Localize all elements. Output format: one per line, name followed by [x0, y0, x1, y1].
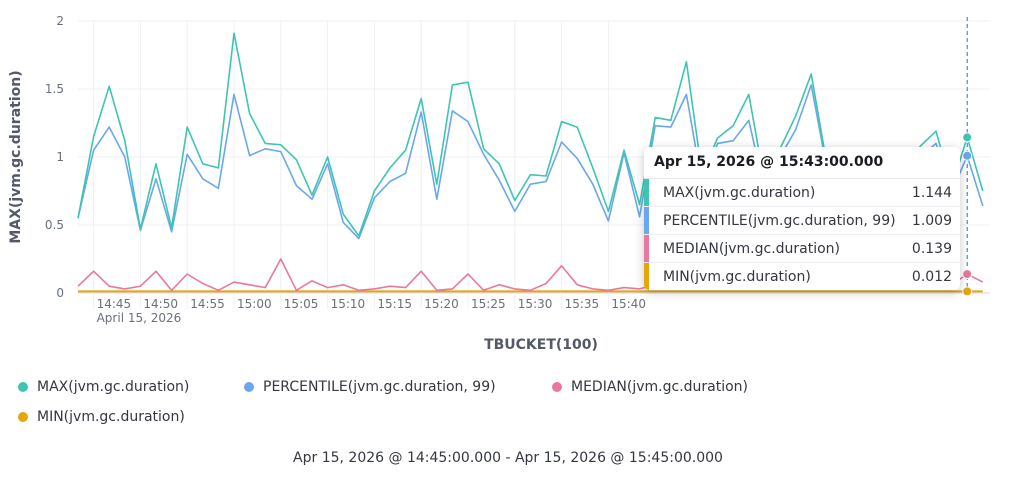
- crosshair: [962, 17, 973, 297]
- y-tick-label: 0.5: [45, 218, 64, 232]
- x-axis: 14:45 14:50 14:55 15:00 15:05 15:10 15:15 15:20…: [97, 297, 646, 325]
- tooltip-label: MEDIAN(jvm.gc.duration): [663, 240, 841, 257]
- legend-label: MEDIAN(jvm.gc.duration): [571, 379, 749, 395]
- x-tick-label: 15:05: [284, 297, 319, 311]
- y-tick-label: 2: [56, 14, 64, 28]
- x-axis-title: TBUCKET(100): [484, 337, 598, 353]
- highlight-point: [962, 132, 973, 143]
- x-tick-label: 15:10: [331, 297, 366, 311]
- legend-item-min[interactable]: MIN(jvm.gc.duration): [18, 409, 185, 425]
- y-axis: 0 0.5 1 1.5 2: [45, 14, 64, 300]
- x-tick-label: 15:30: [518, 297, 553, 311]
- tooltip-label: MIN(jvm.gc.duration): [663, 268, 811, 285]
- legend-swatch: [18, 382, 28, 392]
- highlight-point: [962, 150, 973, 161]
- highlight-point: [962, 269, 973, 280]
- tooltip-swatch: [644, 207, 649, 234]
- legend-swatch: [552, 382, 562, 392]
- x-tick-label: 15:15: [377, 297, 412, 311]
- x-tick-label: 14:50: [143, 297, 178, 311]
- x-tick-label: 14:45: [97, 297, 132, 311]
- x-tick-label: 15:00: [237, 297, 272, 311]
- tooltip-label: MAX(jvm.gc.duration): [663, 184, 816, 201]
- y-tick-label: 1.5: [45, 82, 64, 96]
- tooltip-swatch: [644, 179, 649, 206]
- legend-label: PERCENTILE(jvm.gc.duration, 99): [263, 379, 496, 395]
- x-tick-label: 15:20: [424, 297, 459, 311]
- legend-label: MAX(jvm.gc.duration): [37, 379, 190, 395]
- tooltip-swatch: [644, 235, 649, 262]
- x-tick-label: 15:40: [611, 297, 646, 311]
- tooltip-value: 0.012: [911, 268, 952, 285]
- tooltip-label: PERCENTILE(jvm.gc.duration, 99): [663, 212, 896, 229]
- tooltip-row: MAX(jvm.gc.duration) 1.144: [644, 179, 960, 207]
- tooltip-value: 0.139: [911, 240, 952, 257]
- legend-swatch: [244, 382, 254, 392]
- tooltip-value: 1.144: [911, 184, 952, 201]
- y-tick-label: 1: [56, 150, 64, 164]
- highlight-point: [962, 286, 973, 297]
- y-tick-label: 0: [56, 286, 64, 300]
- tooltip-row: PERCENTILE(jvm.gc.duration, 99) 1.009: [644, 207, 960, 235]
- legend-swatch: [18, 412, 28, 422]
- y-axis-title: MAX(jvm.gc.duration): [8, 70, 24, 243]
- line-chart[interactable]: 0 0.5 1 1.5 2 14:45 14:50 14:55 15:00 15:05 15:10…: [0, 0, 1016, 360]
- x-date-label: April 15, 2026: [97, 311, 182, 325]
- x-tick-label: 14:55: [190, 297, 225, 311]
- x-tick-label: 15:35: [565, 297, 600, 311]
- grid: [78, 20, 990, 309]
- time-range-label: Apr 15, 2026 @ 14:45:00.000 - Apr 15, 20…: [293, 450, 723, 466]
- legend-item-percentile[interactable]: PERCENTILE(jvm.gc.duration, 99): [244, 379, 496, 395]
- chart-tooltip: Apr 15, 2026 @ 15:43:00.000 MAX(jvm.gc.d…: [644, 147, 960, 290]
- tooltip-row: MEDIAN(jvm.gc.duration) 0.139: [644, 235, 960, 263]
- legend-item-median[interactable]: MEDIAN(jvm.gc.duration): [552, 379, 748, 395]
- tooltip-title: Apr 15, 2026 @ 15:43:00.000: [644, 147, 960, 179]
- legend-item-max[interactable]: MAX(jvm.gc.duration): [18, 379, 189, 395]
- legend-label: MIN(jvm.gc.duration): [37, 409, 185, 425]
- tooltip-value: 1.009: [911, 212, 952, 229]
- x-tick-label: 15:25: [471, 297, 506, 311]
- tooltip-row: MIN(jvm.gc.duration) 0.012: [644, 263, 960, 290]
- tooltip-swatch: [644, 263, 649, 290]
